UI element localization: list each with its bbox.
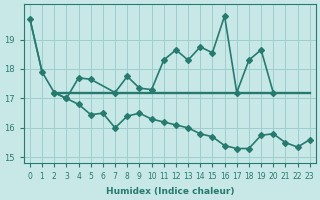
X-axis label: Humidex (Indice chaleur): Humidex (Indice chaleur) — [106, 187, 234, 196]
